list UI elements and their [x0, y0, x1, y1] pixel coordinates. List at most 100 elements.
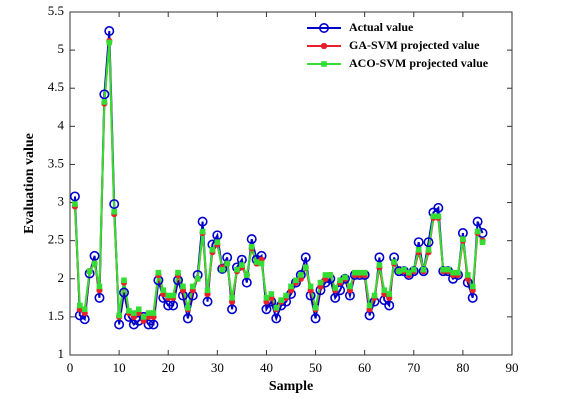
marker	[168, 300, 179, 311]
marker	[278, 297, 284, 303]
marker	[246, 234, 257, 245]
marker	[317, 279, 324, 286]
marker	[248, 243, 255, 250]
marker	[271, 313, 282, 324]
marker	[337, 277, 343, 284]
marker	[268, 291, 275, 297]
marker	[386, 294, 393, 301]
marker	[86, 268, 93, 274]
marker	[297, 275, 304, 282]
marker	[386, 291, 393, 297]
marker	[94, 292, 105, 303]
marker	[160, 291, 167, 298]
marker	[321, 43, 327, 49]
marker	[165, 292, 172, 299]
marker	[163, 300, 174, 311]
marker	[261, 304, 272, 315]
y-tick-label: 1	[58, 346, 65, 361]
marker	[327, 272, 334, 278]
marker	[239, 262, 245, 268]
marker	[391, 259, 397, 265]
legend-label: GA-SVM projected value	[349, 38, 480, 52]
marker	[244, 272, 250, 278]
marker	[302, 264, 309, 271]
marker	[366, 302, 373, 309]
marker	[130, 313, 137, 320]
marker	[140, 314, 147, 320]
marker	[352, 269, 358, 276]
marker	[283, 292, 289, 299]
marker	[89, 250, 100, 261]
marker	[347, 283, 353, 290]
marker	[430, 213, 437, 220]
marker	[145, 313, 152, 320]
marker	[346, 287, 353, 294]
marker	[91, 260, 98, 267]
legend-label: Actual value	[349, 20, 414, 34]
marker	[445, 266, 451, 273]
marker	[263, 298, 270, 305]
marker	[479, 239, 486, 245]
marker	[76, 306, 83, 313]
y-tick-label: 5.5	[48, 3, 64, 18]
marker	[415, 247, 422, 253]
marker	[111, 208, 117, 215]
marker	[72, 201, 78, 207]
marker	[273, 304, 280, 311]
x-tick-label: 90	[506, 360, 519, 375]
x-axis-title: Sample	[269, 379, 313, 394]
x-tick-label: 10	[113, 360, 126, 375]
marker	[160, 287, 167, 294]
marker	[450, 269, 456, 276]
marker	[374, 252, 385, 263]
x-tick-label: 60	[358, 360, 371, 375]
marker	[401, 266, 407, 273]
marker	[219, 266, 226, 273]
marker	[114, 319, 125, 330]
marker	[150, 313, 157, 320]
marker	[469, 283, 476, 290]
marker	[420, 266, 427, 273]
marker	[101, 99, 108, 105]
marker	[425, 247, 432, 253]
marker	[330, 292, 341, 303]
marker	[204, 291, 211, 298]
y-tick-label: 2.5	[48, 232, 64, 247]
marker	[227, 304, 238, 315]
y-tick-label: 4	[58, 117, 65, 132]
marker	[464, 275, 471, 282]
marker	[465, 272, 471, 278]
x-tick-label: 70	[407, 360, 420, 375]
marker	[182, 313, 193, 324]
marker	[81, 310, 88, 317]
marker	[288, 283, 294, 290]
marker	[180, 283, 186, 290]
marker	[135, 310, 142, 317]
marker	[396, 268, 402, 274]
marker	[96, 287, 103, 294]
marker	[298, 272, 304, 278]
marker	[121, 277, 127, 284]
marker	[253, 259, 260, 265]
marker	[135, 306, 142, 313]
marker	[77, 302, 83, 309]
marker	[99, 89, 110, 100]
marker	[234, 266, 240, 273]
marker	[371, 292, 378, 299]
y-tick-label: 3.5	[48, 155, 64, 170]
marker	[381, 287, 388, 294]
y-tick-label: 5	[58, 41, 65, 56]
marker	[467, 292, 478, 303]
marker	[155, 269, 162, 276]
marker	[150, 310, 157, 316]
marker	[413, 237, 424, 248]
marker	[116, 312, 122, 319]
x-tick-label: 0	[67, 360, 74, 375]
marker	[229, 298, 236, 305]
marker	[126, 307, 132, 314]
marker	[312, 304, 319, 311]
legend-label: ACO-SVM projected value	[349, 56, 489, 70]
marker	[376, 262, 383, 268]
marker	[455, 269, 461, 276]
